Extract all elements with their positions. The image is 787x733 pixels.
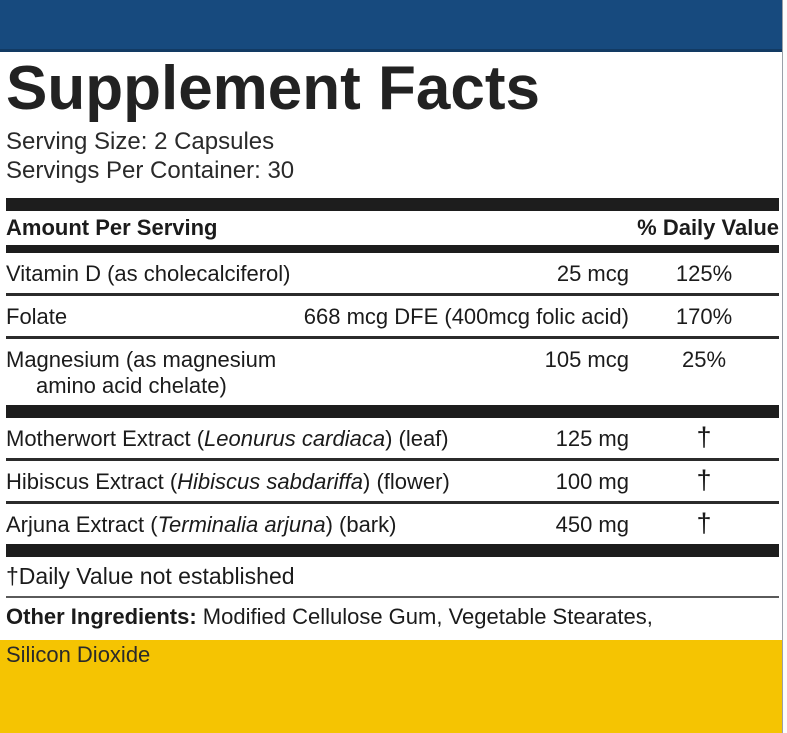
daily-value-dagger: † bbox=[696, 464, 712, 495]
servings-per-container: Servings Per Container: 30 bbox=[6, 156, 295, 184]
nutrient-text-suffix: ) (flower) bbox=[363, 468, 450, 494]
divider-row bbox=[6, 292, 779, 296]
nutrient-text: Magnesium (as magnesium amino acid chela… bbox=[6, 346, 277, 398]
divider-thick bbox=[6, 543, 779, 557]
divider-medium bbox=[6, 244, 779, 253]
amount-value: 450 mg bbox=[555, 511, 629, 537]
divider-thick bbox=[6, 197, 779, 211]
daily-value-dagger: † bbox=[696, 421, 712, 452]
other-ingredients-label: Other Ingredients: bbox=[6, 603, 197, 629]
nutrient-text: Hibiscus Extract ( bbox=[6, 468, 178, 494]
amount-value: 100 mg bbox=[555, 468, 629, 494]
serving-size: Serving Size: 2 Capsules bbox=[6, 128, 275, 155]
daily-value-dagger: † bbox=[696, 507, 712, 538]
nutrient-text: Motherwort Extract ( bbox=[6, 425, 205, 451]
nutrient-text: Folate bbox=[6, 303, 68, 329]
fact-row-magnesium: Magnesium (as magnesium amino acid chela… bbox=[6, 339, 779, 405]
nutrient-latin-name: Leonurus cardiaca bbox=[204, 425, 386, 451]
nutrient-name: Magnesium (as magnesium amino acid chela… bbox=[6, 347, 545, 399]
column-header-row: Amount Per Serving % Daily Value bbox=[6, 211, 779, 245]
nutrient-name: Folate bbox=[6, 304, 304, 330]
amount-value: 668 mcg DFE (400mcg folic acid) bbox=[303, 303, 629, 329]
fact-row-vitamin-d: Vitamin D (as cholecalciferol) 25 mcg 12… bbox=[6, 253, 779, 293]
daily-value: 170% bbox=[675, 303, 733, 329]
fact-row-arjuna: Arjuna Extract (Terminalia arjuna) (bark… bbox=[6, 504, 779, 544]
amount-value: 125 mg bbox=[555, 425, 629, 451]
other-ingredients-continued: Silicon Dioxide bbox=[6, 641, 151, 667]
fact-row-folate: Folate 668 mcg DFE (400mcg folic acid) 1… bbox=[6, 296, 779, 336]
other-ingredients-list: Modified Cellulose Gum, Vegetable Steara… bbox=[196, 603, 653, 629]
panel-title: Supplement Facts bbox=[6, 54, 540, 123]
nutrient-text-suffix: ) (leaf) bbox=[385, 425, 449, 451]
nutrient-latin-name: Terminalia arjuna bbox=[157, 511, 326, 537]
top-navy-band bbox=[0, 0, 787, 52]
daily-value: 125% bbox=[675, 260, 733, 286]
fact-row-hibiscus: Hibiscus Extract (Hibiscus sabdariffa) (… bbox=[6, 461, 779, 501]
nutrient-text: Arjuna Extract ( bbox=[6, 511, 158, 537]
nutrient-name: Arjuna Extract (Terminalia arjuna) (bark… bbox=[6, 512, 556, 538]
facts-panel: Supplement Facts Serving Size: 2 Capsule… bbox=[0, 52, 787, 640]
amount-per-serving-header: Amount Per Serving bbox=[6, 214, 218, 240]
nutrient-name: Motherwort Extract (Leonurus cardiaca) (… bbox=[6, 426, 556, 452]
nutrient-latin-name: Hibiscus sabdariffa bbox=[177, 468, 364, 494]
divider-thick bbox=[6, 404, 779, 418]
divider-row bbox=[6, 500, 779, 504]
fact-row-motherwort: Motherwort Extract (Leonurus cardiaca) (… bbox=[6, 418, 779, 458]
bottom-yellow-band: Silicon Dioxide bbox=[0, 639, 787, 733]
daily-value: 25% bbox=[681, 346, 727, 372]
divider-thin bbox=[6, 595, 779, 598]
amount-value: 105 mcg bbox=[544, 346, 629, 372]
serving-info: Serving Size: 2 Capsules Servings Per Co… bbox=[6, 128, 779, 186]
nutrient-text: Vitamin D (as cholecalciferol) bbox=[6, 260, 291, 286]
daily-value-header: % Daily Value bbox=[637, 214, 779, 240]
other-ingredients: Other Ingredients: Modified Cellulose Gu… bbox=[6, 598, 779, 640]
divider-row bbox=[6, 457, 779, 461]
nutrient-name: Vitamin D (as cholecalciferol) bbox=[6, 261, 557, 287]
nutrient-text-suffix: ) (bark) bbox=[325, 511, 397, 537]
divider-row bbox=[6, 335, 779, 339]
nutrient-name: Hibiscus Extract (Hibiscus sabdariffa) (… bbox=[6, 469, 556, 495]
amount-value: 25 mcg bbox=[556, 260, 629, 286]
daily-value-footnote: †Daily Value not established bbox=[6, 562, 295, 589]
label-right-edge bbox=[782, 0, 787, 733]
